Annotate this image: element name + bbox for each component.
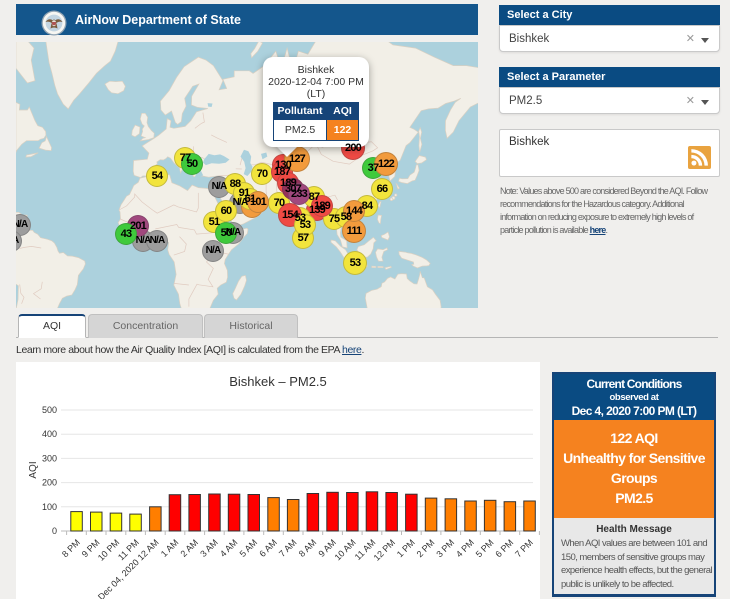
svg-text:8 PM: 8 PM xyxy=(60,537,82,559)
svg-text:7 PM: 7 PM xyxy=(513,537,535,559)
svg-text:1 AM: 1 AM xyxy=(159,537,181,559)
svg-text:100: 100 xyxy=(42,502,57,512)
svg-text:500: 500 xyxy=(42,405,57,415)
svg-text:4 PM: 4 PM xyxy=(454,537,476,559)
svg-text:5 PM: 5 PM xyxy=(474,537,496,559)
svg-text:6 PM: 6 PM xyxy=(493,537,515,559)
svg-text:AQI: AQI xyxy=(28,461,39,478)
svg-text:400: 400 xyxy=(42,429,57,439)
svg-text:6 AM: 6 AM xyxy=(257,537,279,559)
svg-text:10 AM: 10 AM xyxy=(333,537,358,562)
svg-text:Bishkek – PM2.5: Bishkek – PM2.5 xyxy=(229,374,327,389)
svg-text:7 AM: 7 AM xyxy=(277,537,299,559)
svg-text:3 AM: 3 AM xyxy=(198,537,220,559)
svg-text:2 PM: 2 PM xyxy=(415,537,437,559)
svg-text:10 PM: 10 PM xyxy=(96,537,121,562)
svg-text:3 PM: 3 PM xyxy=(434,537,456,559)
svg-text:200: 200 xyxy=(42,478,57,488)
svg-text:300: 300 xyxy=(42,453,57,463)
svg-text:8 AM: 8 AM xyxy=(297,537,319,559)
svg-text:12 PM: 12 PM xyxy=(372,537,397,562)
svg-text:2 AM: 2 AM xyxy=(179,537,201,559)
svg-text:1 PM: 1 PM xyxy=(395,537,417,559)
svg-text:4 AM: 4 AM xyxy=(218,537,240,559)
svg-text:5 AM: 5 AM xyxy=(238,537,260,559)
svg-text:0: 0 xyxy=(52,526,57,536)
